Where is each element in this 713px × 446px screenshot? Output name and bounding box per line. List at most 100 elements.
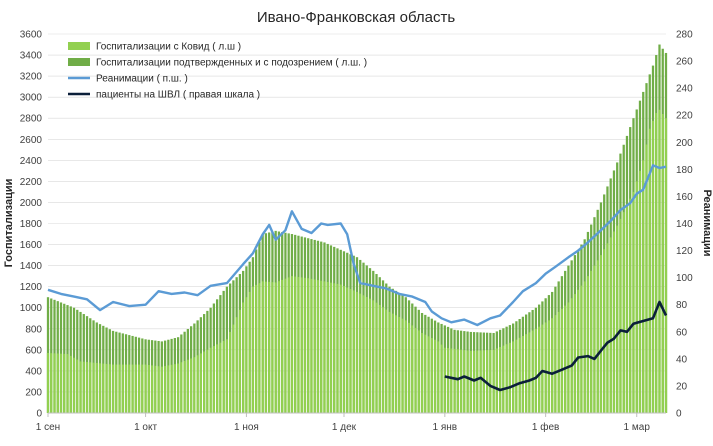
bar-covid <box>378 304 381 413</box>
bar-covid <box>638 170 642 413</box>
bar-covid <box>645 144 648 413</box>
bar-covid <box>547 320 551 413</box>
bar-covid <box>580 285 583 413</box>
y-tick-label: 3200 <box>20 72 43 83</box>
bar-covid <box>216 344 219 413</box>
bar-covid <box>72 357 76 413</box>
bar-covid <box>359 293 362 413</box>
bar-covid <box>326 282 329 413</box>
bar-covid <box>268 281 271 413</box>
bar-covid <box>629 198 632 413</box>
bar-covid <box>515 339 518 413</box>
bar-covid <box>570 298 573 413</box>
bar-covid <box>154 365 157 413</box>
bar-covid <box>95 362 98 413</box>
bar-covid <box>590 270 593 413</box>
bar-covid <box>206 349 209 413</box>
bar-covid <box>625 205 629 413</box>
y-axis-title: Госпитализации <box>3 179 15 268</box>
bar-covid <box>176 363 180 413</box>
bar-covid <box>349 288 352 413</box>
bar-covid <box>277 281 281 413</box>
bar-covid <box>339 284 342 413</box>
y-tick-label: 1800 <box>20 219 43 230</box>
bar-covid <box>655 112 658 413</box>
bar-covid <box>180 362 183 413</box>
y-tick-label: 2000 <box>20 198 43 209</box>
bar-covid <box>76 359 79 413</box>
bar-covid <box>508 342 512 413</box>
bar-covid <box>307 278 310 413</box>
bar-covid <box>163 366 167 413</box>
bar-covid <box>118 364 121 413</box>
bar-covid <box>414 327 417 413</box>
bar-covid <box>238 309 242 413</box>
bar-covid <box>544 322 547 413</box>
bar-covid <box>476 350 479 413</box>
y2-tick-label: 220 <box>676 111 693 122</box>
bar-covid <box>255 284 258 413</box>
y2-axis-title: Реанимации <box>701 189 713 256</box>
y-tick-label: 1400 <box>20 261 43 272</box>
bar-covid <box>456 349 459 413</box>
bar-covid <box>46 352 50 413</box>
bar-covid <box>248 291 251 413</box>
bar-covid <box>121 364 124 413</box>
bar-covid <box>271 282 274 413</box>
bar-covid <box>274 282 277 413</box>
bar-covid <box>313 279 316 413</box>
y-tick-label: 200 <box>25 387 42 398</box>
bar-covid <box>202 351 206 413</box>
bar-covid <box>69 355 72 413</box>
bar-covid <box>242 302 245 413</box>
bar-covid <box>603 249 606 413</box>
bar-covid <box>222 340 225 413</box>
bar-covid <box>661 114 664 413</box>
bar-covid <box>134 364 137 413</box>
y2-tick-label: 200 <box>676 138 693 149</box>
bar-covid <box>453 348 456 413</box>
bar-series-group <box>46 44 668 414</box>
bar-covid <box>606 243 609 413</box>
bar-covid <box>173 364 176 413</box>
bar-covid <box>528 332 531 413</box>
bar-covid <box>538 326 541 413</box>
bar-covid <box>401 318 404 413</box>
bar-covid <box>297 276 300 413</box>
bar-covid <box>440 344 443 413</box>
bar-covid <box>147 364 150 413</box>
y2-tick-label: 260 <box>676 57 693 68</box>
bar-covid <box>612 231 616 413</box>
bar-covid <box>300 277 303 413</box>
bar-covid <box>144 364 147 413</box>
bar-covid <box>586 276 590 413</box>
bar-covid <box>521 335 525 413</box>
bar-covid <box>160 366 163 413</box>
bar-covid <box>427 336 430 413</box>
bar-covid <box>189 358 193 413</box>
bar-covid <box>411 325 414 413</box>
y-tick-label: 2200 <box>20 177 43 188</box>
bar-covid <box>394 315 398 413</box>
bar-covid <box>368 298 372 413</box>
bar-covid <box>310 278 313 413</box>
bar-covid <box>287 277 290 413</box>
bar-covid <box>261 281 264 413</box>
legend: Госпитализации с Ковид ( л.ш ) Госпитализ… <box>68 42 367 101</box>
bar-covid <box>98 363 102 413</box>
y-tick-label: 2800 <box>20 114 43 125</box>
bar-covid <box>616 225 619 413</box>
y2-tick-label: 160 <box>676 192 693 203</box>
bar-covid <box>85 362 89 413</box>
legend-label: Госпитализации с Ковид ( л.ш ) <box>96 42 241 53</box>
x-tick-label: 1 фев <box>532 421 559 433</box>
axes: 0200400600800100012001400160018002000220… <box>20 30 693 434</box>
chart-title: Ивано-Франковская область <box>257 9 456 26</box>
bar-covid <box>53 353 56 413</box>
bar-covid <box>635 181 638 413</box>
bar-covid <box>446 348 450 413</box>
bar-covid <box>596 260 599 413</box>
y-tick-label: 0 <box>36 409 42 420</box>
bar-covid <box>79 361 82 413</box>
bar-covid <box>489 349 492 413</box>
